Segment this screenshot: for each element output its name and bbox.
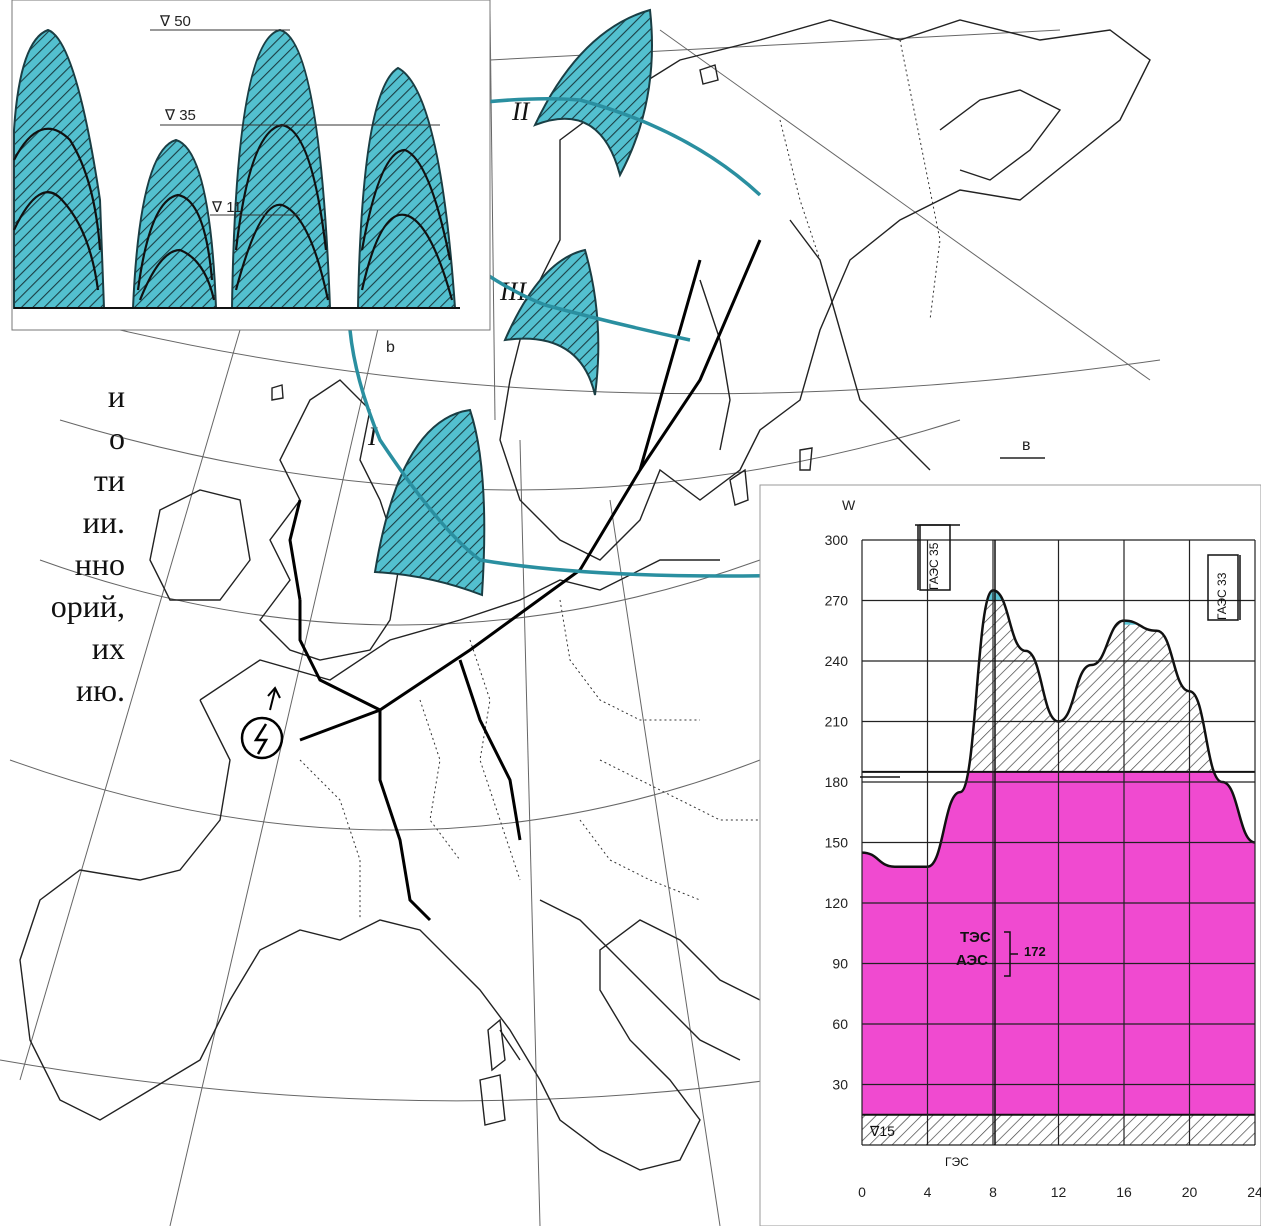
text-fragment: о	[109, 420, 125, 456]
inset-level-50: ∇ 50	[159, 13, 191, 30]
y-tick-labels: 300 270 240 210 180 150 120 90 60 30	[825, 532, 849, 1093]
load-chart: в W 300 270 240 210 180 150 120 90 60 30 0 4 8 12 16 2…	[759, 437, 1261, 1226]
background-text-fragments: и о ти ии. нно орий, их ию.	[0, 375, 125, 711]
y-tick-label: 210	[825, 714, 849, 730]
gulf-coast	[699, 219, 931, 471]
inset-inner-curves	[13, 123, 454, 301]
inset-lobe-1	[13, 28, 106, 309]
y-tick-label: 90	[832, 956, 848, 972]
load-curve	[861, 589, 1256, 868]
load-chart-panel-label: в	[1022, 437, 1031, 454]
text-fragment: ии.	[82, 504, 125, 540]
text-fragment: нно	[74, 546, 125, 582]
inset-level-35: ∇ 35	[164, 107, 196, 124]
text-fragment: их	[91, 630, 125, 666]
inset-bottom-label: b	[386, 339, 395, 356]
inset-level-lines	[150, 29, 440, 216]
peak-right-label: ГАЭС 33	[1215, 572, 1229, 620]
small-island-2	[271, 384, 284, 401]
zone-label-I: I	[367, 422, 378, 451]
britain-coast	[259, 379, 401, 661]
continent-coast	[19, 559, 761, 1171]
mid-label-aes: АЭС	[956, 952, 988, 969]
zone-lobe-II	[533, 8, 653, 178]
x-tick-label: 12	[1051, 1184, 1067, 1200]
adriatic-coast	[499, 899, 741, 1061]
text-fragment: и	[107, 378, 125, 414]
x-tick-label: 20	[1182, 1184, 1198, 1200]
mid-value: 172	[1024, 944, 1046, 959]
kola-coast	[939, 89, 1062, 181]
text-fragment: ию.	[75, 672, 125, 708]
mid-label-tes: ТЭС	[960, 929, 991, 946]
power-lines	[288, 239, 762, 922]
zone-label-II: II	[511, 97, 531, 126]
x-tick-label: 0	[858, 1184, 866, 1200]
x-tick-label: 24	[1247, 1184, 1261, 1200]
y-tick-label: 240	[825, 653, 849, 669]
small-island-1	[699, 64, 719, 85]
text-fragment: орий,	[50, 588, 125, 624]
ireland-coast	[149, 489, 251, 601]
baltic-islands	[729, 447, 813, 506]
chart-annotation-marks	[860, 524, 1241, 1145]
y-tick-label: 60	[832, 1016, 848, 1032]
corsica	[487, 1018, 506, 1072]
y-tick-label: 180	[825, 774, 849, 790]
country-borders	[299, 39, 941, 920]
peak-left-label: ГАЭС 35	[927, 542, 941, 590]
y-tick-label: 120	[825, 895, 849, 911]
zone-labels: I II III	[367, 97, 531, 451]
map-zone-lobes	[373, 8, 653, 597]
zone-lobe-I	[373, 408, 486, 597]
bottom-label: ГЭС	[945, 1155, 969, 1169]
x-tick-label: 16	[1116, 1184, 1132, 1200]
top-inset: ∇ 50 ∇ 35 ∇ 11 b	[11, 0, 491, 356]
x-tick-labels: 0 4 8 12 16 20 24	[858, 1184, 1261, 1200]
chart-grid	[861, 539, 1256, 1146]
y-tick-label: 300	[825, 532, 849, 548]
y-tick-label: 30	[832, 1077, 848, 1093]
y-tick-label: 270	[825, 593, 849, 609]
inset-lobe-2	[131, 138, 218, 309]
x-tick-label: 4	[924, 1184, 932, 1200]
inset-lobes	[13, 28, 457, 309]
y-tick-label: 150	[825, 835, 849, 851]
power-station-icon	[240, 686, 284, 760]
x-tick-label: 8	[989, 1184, 997, 1200]
text-fragment: ти	[93, 462, 125, 498]
base-level-label: ∇15	[869, 1123, 895, 1139]
sardinia	[479, 1074, 506, 1126]
y-axis-title: W	[842, 497, 856, 513]
zone-lobe-III	[503, 248, 600, 396]
inset-lobe-4	[356, 66, 457, 309]
inset-level-11: ∇ 11	[211, 199, 242, 216]
